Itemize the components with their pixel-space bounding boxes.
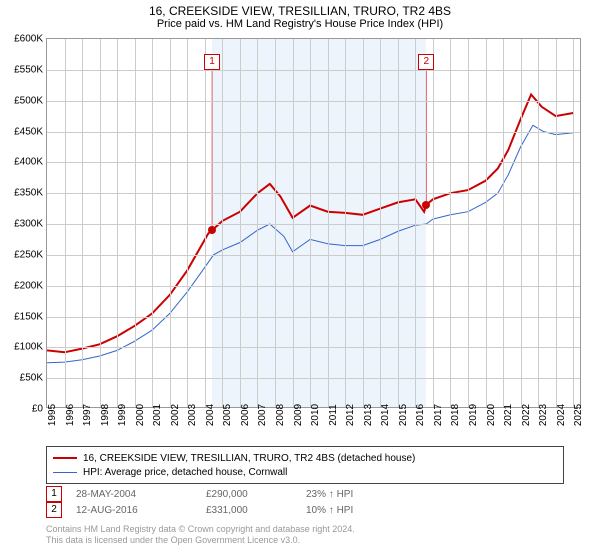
gridline-v [205,39,206,407]
chart-title: 16, CREEKSIDE VIEW, TRESILLIAN, TRURO, T… [0,0,600,18]
gridline-v [415,39,416,407]
ytick-label: £250K [3,249,43,260]
gridline-h [47,224,580,225]
sale-row-1: 1 28-MAY-2004 £290,000 23% ↑ HPI [46,486,564,502]
ytick-label: £300K [3,219,43,230]
gridline-h [47,347,580,348]
sale-pct-1: 23% ↑ HPI [306,489,456,500]
sale-price-1: £290,000 [206,489,306,500]
gridline-v [433,39,434,407]
chart-subtitle: Price paid vs. HM Land Registry's House … [0,18,600,32]
gridline-v [310,39,311,407]
legend-label-price-paid: 16, CREEKSIDE VIEW, TRESILLIAN, TRURO, T… [83,453,415,464]
gridline-h [47,162,580,163]
gridline-v [363,39,364,407]
ytick-label: £0 [3,404,43,415]
ytick-label: £500K [3,95,43,106]
sale-price-2: £331,000 [206,505,306,516]
sale-tag-2: 2 [418,54,434,70]
gridline-v [170,39,171,407]
gridline-v [82,39,83,407]
legend: 16, CREEKSIDE VIEW, TRESILLIAN, TRURO, T… [46,446,564,484]
chart-area: £0£50K£100K£150K£200K£250K£300K£350K£400… [46,38,581,408]
ytick-label: £200K [3,280,43,291]
legend-swatch-hpi [53,472,77,473]
gridline-v [486,39,487,407]
gridline-v [257,39,258,407]
sale-row-2: 2 12-AUG-2016 £331,000 10% ↑ HPI [46,502,564,518]
footer: Contains HM Land Registry data © Crown c… [46,524,574,547]
sale-tag-1: 1 [204,54,220,70]
gridline-v [187,39,188,407]
sale-marker-2 [422,201,430,209]
ytick-label: £150K [3,311,43,322]
gridline-v [573,39,574,407]
gridline-v [293,39,294,407]
plot-region: £0£50K£100K£150K£200K£250K£300K£350K£400… [46,38,581,408]
gridline-v [380,39,381,407]
ytick-label: £100K [3,342,43,353]
shaded-band [212,39,426,407]
gridline-v [152,39,153,407]
gridline-v [450,39,451,407]
gridline-v [468,39,469,407]
footer-line-2: This data is licensed under the Open Gov… [46,535,574,546]
ytick-label: £50K [3,373,43,384]
gridline-h [47,255,580,256]
legend-swatch-price-paid [53,457,77,459]
ytick-label: £550K [3,64,43,75]
sale-marker-1 [208,226,216,234]
ytick-label: £600K [3,34,43,45]
gridline-h [47,132,580,133]
gridline-h [47,286,580,287]
gridline-v [65,39,66,407]
gridline-v [275,39,276,407]
sale-date-2: 12-AUG-2016 [76,505,206,516]
gridline-h [47,193,580,194]
gridline-v [100,39,101,407]
legend-item-price-paid: 16, CREEKSIDE VIEW, TRESILLIAN, TRURO, T… [53,451,557,465]
gridline-h [47,101,580,102]
ytick-label: £400K [3,157,43,168]
sale-index-2: 2 [46,502,62,518]
gridline-v [117,39,118,407]
gridline-v [521,39,522,407]
legend-label-hpi: HPI: Average price, detached house, Corn… [83,467,287,478]
gridline-h [47,378,580,379]
sale-index-1: 1 [46,486,62,502]
gridline-v [135,39,136,407]
gridline-v [538,39,539,407]
sales-table: 1 28-MAY-2004 £290,000 23% ↑ HPI 2 12-AU… [46,486,564,518]
gridline-h [47,70,580,71]
gridline-v [398,39,399,407]
sale-date-1: 28-MAY-2004 [76,489,206,500]
gridline-v [556,39,557,407]
gridline-v [345,39,346,407]
sale-pct-2: 10% ↑ HPI [306,505,456,516]
gridline-h [47,317,580,318]
legend-item-hpi: HPI: Average price, detached house, Corn… [53,465,557,479]
gridline-v [222,39,223,407]
footer-line-1: Contains HM Land Registry data © Crown c… [46,524,574,535]
gridline-v [240,39,241,407]
gridline-v [503,39,504,407]
gridline-v [328,39,329,407]
ytick-label: £350K [3,188,43,199]
ytick-label: £450K [3,126,43,137]
